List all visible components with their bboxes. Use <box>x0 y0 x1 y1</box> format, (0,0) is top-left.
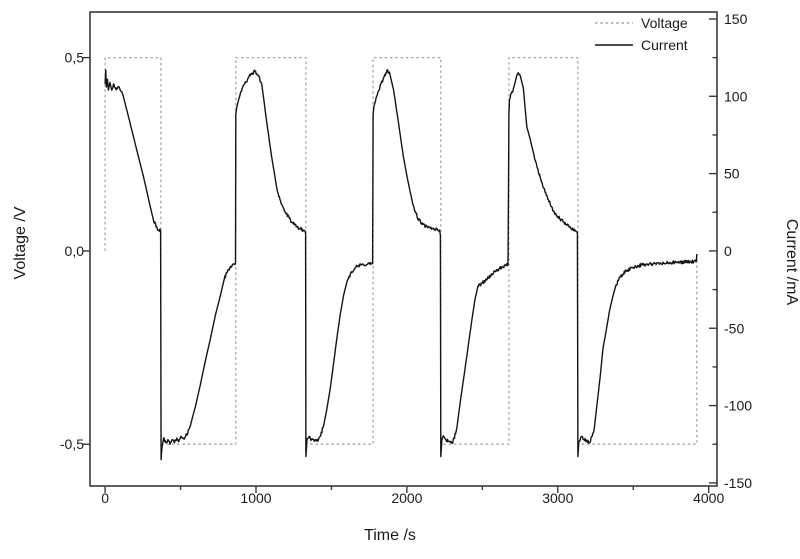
x-axis-title: Time /s <box>364 527 416 544</box>
x-tick-label: 0 <box>101 490 109 506</box>
data-series <box>104 56 698 461</box>
y-right-tick-label: 0 <box>724 243 732 259</box>
legend-item-current: Current <box>594 34 688 56</box>
y-axis-left-title: Voltage /V <box>12 206 29 279</box>
current-line-sample-icon <box>595 44 633 46</box>
x-tick-label: 1000 <box>240 490 271 506</box>
legend-item-label: Voltage <box>641 15 688 31</box>
plot-border <box>89 11 718 487</box>
y-left-tick-label: 0,0 <box>65 243 85 259</box>
current-trace <box>104 69 698 461</box>
y-right-tick-label: -100 <box>724 398 752 414</box>
y-right-tick-label: 50 <box>724 166 740 182</box>
y-right-tick-label: 150 <box>724 11 748 27</box>
y-left-tick-label: 0,5 <box>65 50 85 66</box>
legend-item-voltage: Voltage <box>594 12 688 34</box>
legend: Voltage Current <box>594 12 688 56</box>
y-right-tick-label: -50 <box>724 320 744 336</box>
x-tick-label: 2000 <box>391 490 422 506</box>
x-tick-label: 4000 <box>693 490 724 506</box>
voltage-line-sample-icon <box>595 22 633 24</box>
y-axis-right-title: Current /mA <box>783 219 800 306</box>
axis-ticks: 0 1000 2000 3000 4000 0,5 0,0 -0,5 150 100 50 0 -50 -… <box>60 11 752 506</box>
y-left-tick-label: -0,5 <box>60 436 84 452</box>
y-right-tick-label: -150 <box>724 475 752 491</box>
y-right-tick-label: 100 <box>724 88 748 104</box>
plot-frame <box>89 11 718 487</box>
legend-item-label: Current <box>641 37 688 53</box>
x-tick-label: 3000 <box>542 490 573 506</box>
